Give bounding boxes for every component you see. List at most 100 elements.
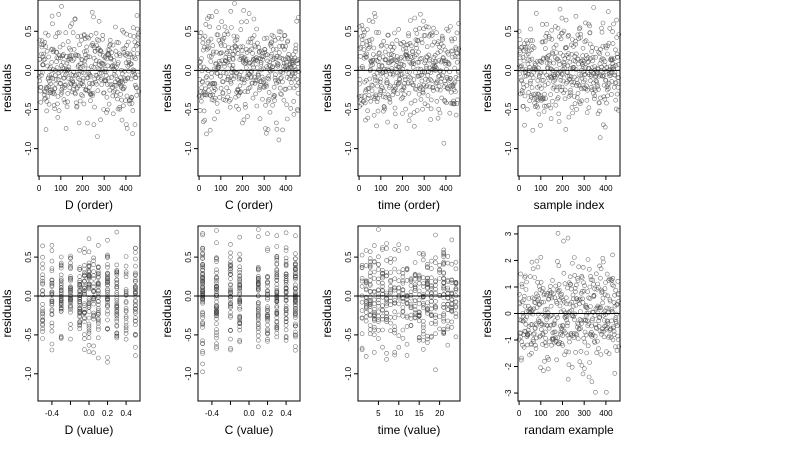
data-point	[219, 43, 224, 48]
data-point	[243, 56, 249, 62]
data-point	[91, 276, 96, 281]
data-point	[290, 71, 295, 77]
data-point	[49, 323, 55, 329]
data-point	[402, 74, 408, 80]
data-point	[412, 15, 418, 21]
data-point	[237, 313, 242, 319]
data-point	[585, 257, 591, 262]
data-point	[534, 97, 540, 102]
data-point	[421, 69, 427, 74]
data-point	[214, 316, 219, 322]
data-point	[554, 84, 560, 90]
y-tick-label: 0.5	[344, 25, 353, 37]
data-point	[265, 231, 270, 236]
data-point	[586, 374, 592, 380]
data-point	[36, 37, 42, 43]
data-point	[250, 80, 255, 86]
data-point	[247, 36, 253, 42]
data-point	[239, 48, 245, 54]
data-point	[542, 91, 547, 97]
data-point	[255, 227, 261, 232]
data-point	[237, 297, 242, 303]
data-point	[228, 269, 233, 275]
data-point	[522, 122, 527, 128]
data-point	[91, 343, 96, 349]
data-point	[615, 333, 620, 339]
data-point	[237, 298, 242, 304]
data-point	[616, 337, 621, 343]
data-point	[388, 328, 393, 334]
data-point	[536, 111, 542, 117]
points	[36, 4, 142, 139]
data-point	[561, 61, 567, 66]
data-point	[68, 263, 73, 269]
data-point	[545, 366, 551, 372]
data-point	[561, 270, 567, 276]
data-point	[518, 50, 523, 55]
data-point	[412, 273, 418, 279]
data-point	[446, 86, 452, 92]
data-point	[392, 300, 398, 306]
data-point	[380, 284, 385, 289]
data-point	[596, 100, 602, 106]
data-point	[613, 97, 619, 103]
data-point	[616, 62, 621, 67]
data-point	[612, 292, 617, 298]
data-point	[262, 47, 268, 53]
data-point	[605, 51, 610, 57]
data-point	[114, 262, 120, 268]
data-point	[261, 36, 267, 42]
data-point	[100, 62, 106, 67]
y-tick-label: -1.0	[184, 141, 193, 155]
data-point	[291, 112, 297, 117]
data-point	[91, 289, 96, 295]
data-point	[517, 48, 523, 53]
data-point	[204, 74, 209, 79]
data-point	[518, 271, 523, 277]
y-tick-label: 0.5	[184, 25, 193, 37]
data-point	[597, 108, 602, 114]
data-point	[605, 9, 611, 14]
data-point	[249, 46, 254, 52]
data-point	[270, 57, 276, 63]
data-point	[596, 315, 602, 321]
data-point	[572, 317, 577, 322]
data-point	[596, 100, 602, 105]
data-point	[557, 303, 563, 309]
data-point	[599, 289, 605, 294]
data-point	[263, 103, 268, 108]
data-point	[293, 276, 298, 282]
data-point	[267, 109, 273, 115]
data-point	[265, 248, 270, 253]
data-point	[359, 345, 365, 351]
data-point	[283, 319, 289, 324]
data-point	[411, 124, 417, 129]
data-point	[368, 99, 374, 104]
data-point	[553, 75, 558, 81]
data-point	[274, 298, 280, 304]
data-point	[416, 280, 422, 286]
data-point	[40, 275, 45, 281]
data-point	[588, 78, 593, 84]
data-point	[441, 311, 447, 317]
data-point	[228, 242, 233, 247]
x-tick-label: 100	[214, 184, 228, 193]
data-point	[110, 93, 116, 99]
data-point	[420, 322, 426, 328]
data-point	[425, 103, 431, 109]
data-point	[214, 305, 219, 311]
data-point	[388, 256, 393, 261]
data-point	[58, 265, 64, 271]
data-point	[538, 123, 543, 128]
data-point	[224, 29, 230, 35]
data-point	[237, 267, 242, 273]
data-point	[82, 288, 87, 294]
y-tick-label: 0.5	[344, 251, 353, 263]
data-point	[371, 259, 377, 265]
data-point	[254, 57, 259, 63]
data-point	[68, 296, 73, 302]
data-point	[530, 128, 536, 133]
data-point	[549, 37, 555, 42]
data-point	[546, 296, 552, 302]
data-point	[37, 78, 43, 84]
